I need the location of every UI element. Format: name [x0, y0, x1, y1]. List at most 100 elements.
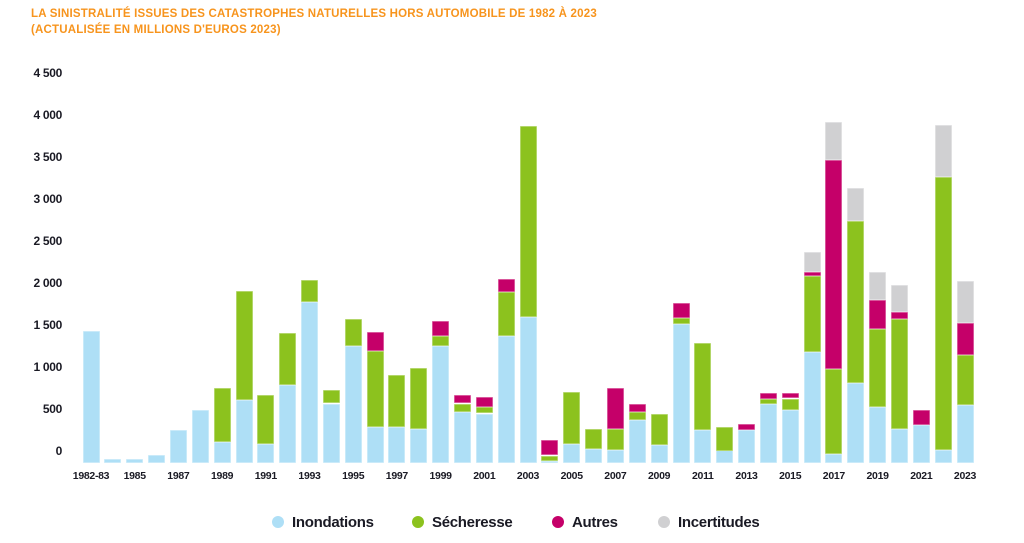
bar-2019-segment-inondations: [869, 406, 887, 463]
bar-2014-segment-inondations: [759, 404, 777, 463]
bar-2015-segment-inondations: [781, 410, 799, 463]
bar-1993-segment-inondations: [301, 302, 318, 463]
x-axis-tick-label-2023: 2023: [953, 470, 977, 482]
x-axis-tick-label-2003: 2003: [516, 470, 540, 482]
bar-2018-segment-inondations: [847, 383, 865, 463]
bar-1990-segment-secheresse: [235, 291, 253, 401]
bar-2001-segment-inondations: [475, 413, 493, 463]
bar-1998-segment-inondations: [410, 428, 428, 463]
bar-1992-segment-secheresse: [279, 333, 297, 386]
bar-2004-segment-autres: [541, 440, 559, 456]
bar-2011-segment-inondations: [694, 430, 712, 463]
bar-1999-segment-inondations: [432, 345, 450, 463]
bar-1990-segment-inondations: [235, 400, 253, 463]
y-axis-tick-label-3500: 3 500: [33, 150, 62, 165]
bar-1996-segment-secheresse: [366, 350, 384, 427]
bar-2007-segment-inondations: [606, 450, 624, 463]
bar-2022-segment-secheresse: [934, 177, 952, 451]
bar-2017-segment-autres: [825, 160, 843, 370]
bar-2004-segment-secheresse: [541, 455, 559, 461]
bar-1991-segment-inondations: [257, 443, 275, 463]
bar-2020-segment-inondations: [891, 428, 908, 463]
x-axis-tick-label-1995: 1995: [342, 470, 365, 482]
chart-title-line2: (ACTUALISÉE EN MILLIONS D'EUROS 2023): [31, 24, 281, 36]
bar-2004-segment-inondations: [541, 460, 559, 463]
bar-2021-segment-inondations: [912, 425, 930, 463]
legend-item-incertitudes: Incertitudes: [658, 508, 760, 536]
bar-2012-segment-secheresse: [716, 427, 734, 451]
bar-2017-segment-secheresse: [825, 369, 843, 454]
bar-2019-segment-secheresse: [869, 328, 887, 407]
bar-1985-segment-inondations: [126, 458, 144, 463]
x-axis-tick-label-2007: 2007: [604, 470, 627, 482]
bar-2010-segment-secheresse: [672, 318, 690, 324]
x-axis-tick-label-2009: 2009: [648, 470, 671, 482]
legend-dot-secheresse: [412, 516, 424, 528]
y-axis-tick-label-0: 0: [55, 443, 63, 458]
bar-2023-segment-autres: [956, 323, 974, 355]
legend-dot-incertitudes: [658, 516, 670, 528]
legend-item-autres: Autres: [552, 508, 618, 536]
legend-label-autres: Autres: [572, 513, 618, 531]
bar-1991-segment-secheresse: [257, 395, 275, 444]
bar-2002-segment-inondations: [497, 335, 515, 463]
x-axis-tick-label-1989: 1989: [211, 470, 234, 482]
legend: Inondations Sécheresse Autres Incertitudes: [0, 508, 1024, 536]
bar-2007-segment-autres: [606, 388, 624, 429]
legend-dot-inondations: [272, 516, 284, 528]
legend-label-incertitudes: Incertitudes: [678, 513, 760, 531]
bar-2003-segment-inondations: [519, 317, 537, 463]
bar-2017-segment-incertitudes: [825, 121, 843, 161]
x-axis-tick-label-2021: 2021: [910, 470, 933, 482]
bar-1996-segment-autres: [366, 332, 384, 351]
x-axis-tick-label-1999: 1999: [429, 470, 452, 482]
bar-2020-segment-secheresse: [891, 318, 908, 429]
bar-2014-segment-autres: [759, 393, 777, 400]
bar-2008-segment-autres: [628, 403, 646, 412]
bar-2018-segment-secheresse: [847, 220, 865, 384]
bar-1999-segment-autres: [432, 320, 450, 336]
bar-2003-segment-secheresse: [519, 126, 537, 318]
bar-2002-segment-autres: [497, 278, 515, 292]
y-axis-tick-label-4000: 4 000: [33, 108, 62, 123]
bar-2016-segment-autres: [803, 271, 821, 277]
bar-2019-segment-autres: [869, 300, 887, 329]
bar-2005-segment-secheresse: [563, 391, 581, 444]
bar-1989-segment-secheresse: [213, 387, 231, 443]
bar-1992-segment-inondations: [279, 385, 297, 463]
y-axis-tick-label-500: 500: [42, 401, 62, 416]
bar-1987-segment-inondations: [169, 429, 187, 463]
bar-2008-segment-secheresse: [628, 411, 646, 421]
bar-2002-segment-secheresse: [497, 292, 515, 336]
y-axis-tick-label-2500: 2 500: [33, 233, 62, 248]
y-axis-tick-label-4500: 4 500: [33, 66, 62, 81]
bar-2009-segment-secheresse: [650, 413, 668, 446]
bar-2011-segment-secheresse: [694, 343, 712, 431]
bar-2019-segment-incertitudes: [869, 271, 887, 301]
bar-2023-segment-secheresse: [956, 354, 974, 406]
bar-2001-segment-secheresse: [475, 406, 493, 414]
bar-2016-segment-inondations: [803, 352, 821, 463]
bar-2016-segment-incertitudes: [803, 251, 821, 272]
bar-1994-segment-secheresse: [322, 390, 340, 404]
bar-2010-segment-inondations: [672, 323, 690, 463]
x-axis-tick-label-1991: 1991: [254, 470, 277, 482]
bar-2022-segment-inondations: [934, 450, 952, 463]
bar-2007-segment-secheresse: [606, 428, 624, 451]
legend-label-secheresse: Sécheresse: [432, 513, 513, 531]
bar-2009-segment-inondations: [650, 445, 668, 463]
y-axis-tick-label-1500: 1 500: [33, 317, 62, 332]
bar-2006-segment-secheresse: [585, 428, 602, 449]
bar-2013-segment-autres: [738, 423, 755, 431]
bar-2016-segment-secheresse: [803, 276, 821, 353]
bar-1986-segment-inondations: [148, 454, 166, 463]
chart-title: LA SINISTRALITÉ ISSUES DES CATASTROPHES …: [31, 6, 597, 38]
bar-1998-segment-secheresse: [410, 368, 428, 429]
x-axis-tick-label-1985: 1985: [123, 470, 146, 482]
x-axis-tick-label-2013: 2013: [735, 470, 758, 482]
bar-2015-segment-autres: [781, 393, 799, 399]
bar-2001-segment-autres: [475, 396, 493, 407]
x-axis-tick-label-1993: 1993: [298, 470, 321, 482]
x-axis-tick-label-2005: 2005: [560, 470, 583, 482]
